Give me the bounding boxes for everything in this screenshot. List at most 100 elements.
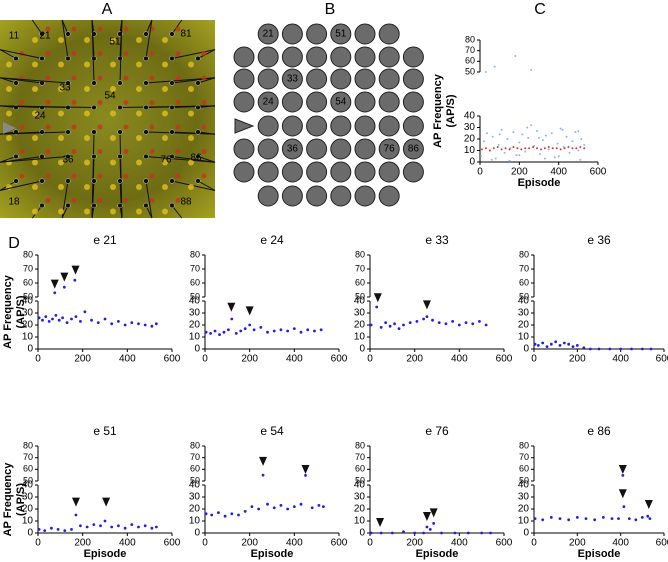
electrode xyxy=(169,153,175,160)
cell xyxy=(84,110,90,117)
electrode xyxy=(169,178,175,184)
electrode xyxy=(257,185,279,207)
electrode xyxy=(143,80,149,86)
data-point xyxy=(209,332,212,335)
data-point xyxy=(210,513,214,517)
electrode xyxy=(354,23,376,45)
data-point xyxy=(630,347,633,351)
cell xyxy=(45,26,51,32)
y-tick-upper-label: 50 xyxy=(519,291,529,301)
data-point xyxy=(646,514,650,518)
y-axis-label: AP Frequency xyxy=(2,274,14,349)
electrode xyxy=(91,202,97,209)
cell xyxy=(19,100,25,105)
cell xyxy=(71,51,77,56)
data-point xyxy=(70,317,73,321)
cell xyxy=(71,124,77,130)
y-tick-label: 40 xyxy=(22,480,34,491)
y-axis-label: AP Frequency xyxy=(432,73,444,148)
electrode xyxy=(117,178,123,184)
electrode xyxy=(378,161,400,183)
data-point xyxy=(480,531,484,535)
electrode xyxy=(39,202,45,209)
cell xyxy=(84,135,90,141)
electrode-label: 33 xyxy=(59,83,71,94)
data-point xyxy=(74,315,78,318)
electrode-label: 21 xyxy=(263,29,275,40)
x-tick-label: 0 xyxy=(531,538,537,549)
cell xyxy=(136,86,142,92)
electrode-label: 54 xyxy=(335,97,347,108)
y-tick-upper-label: 60 xyxy=(519,464,529,474)
electrode xyxy=(354,185,376,207)
cell xyxy=(201,149,207,154)
data-point xyxy=(321,505,325,508)
x-tick-label: 0 xyxy=(531,354,537,365)
data-point xyxy=(539,148,542,151)
y-tick-upper-label: 80 xyxy=(190,249,200,259)
data-point xyxy=(422,531,425,535)
data-point xyxy=(369,531,373,535)
cell xyxy=(97,26,103,32)
data-point xyxy=(577,129,580,132)
panel-label: C xyxy=(534,1,546,18)
cell xyxy=(136,110,142,117)
cell xyxy=(32,61,38,68)
electrode xyxy=(330,185,352,207)
data-point xyxy=(506,138,509,140)
cell xyxy=(97,100,103,105)
cell xyxy=(123,100,129,105)
electrode-label: 24 xyxy=(263,97,275,108)
data-point xyxy=(500,128,503,131)
data-point xyxy=(266,502,269,506)
cell xyxy=(45,173,51,179)
data-point xyxy=(583,143,586,146)
data-point xyxy=(553,156,556,159)
data-point xyxy=(521,133,524,136)
cell xyxy=(149,149,155,154)
electrode xyxy=(13,55,19,62)
y-tick-label: 30 xyxy=(189,492,201,503)
y-tick-upper-label: 60 xyxy=(355,464,365,474)
electrode-grid: 21 51 33 24 54 36 76 86 xyxy=(233,23,424,207)
y-tick-upper-label: 50 xyxy=(519,475,529,485)
y-tick-upper-label: 70 xyxy=(465,45,475,55)
electrode xyxy=(281,46,303,68)
data-point xyxy=(554,340,558,344)
trace xyxy=(171,49,216,59)
cell xyxy=(188,110,194,117)
reference-electrode xyxy=(234,118,255,134)
data-point xyxy=(204,330,208,334)
data-point xyxy=(545,345,549,348)
electrode xyxy=(306,68,328,90)
electrode xyxy=(257,161,279,183)
y-tick-upper-label: 50 xyxy=(355,291,365,301)
electrode xyxy=(39,31,45,37)
electrode xyxy=(65,55,71,62)
electrode xyxy=(233,68,255,90)
data-point xyxy=(99,524,102,528)
y-tick-upper-label: 50 xyxy=(465,66,475,76)
data-point xyxy=(83,310,87,314)
data-point xyxy=(51,317,54,321)
y-tick-upper-label: 80 xyxy=(23,249,33,259)
data-point xyxy=(557,155,560,158)
data-point xyxy=(504,147,507,150)
data-point xyxy=(571,147,574,150)
y-tick-upper-label: 80 xyxy=(23,440,33,450)
cell xyxy=(201,124,207,130)
y-tick-upper-label: 70 xyxy=(519,452,529,462)
data-point xyxy=(369,323,373,327)
data-point xyxy=(530,124,533,127)
data-point xyxy=(543,157,546,160)
data-point xyxy=(453,531,457,535)
data-point xyxy=(541,139,544,142)
electrode xyxy=(195,178,201,184)
y-tick-label: 30 xyxy=(354,492,366,503)
x-tick-label: 600 xyxy=(164,354,181,365)
electrode xyxy=(330,115,352,137)
y-tick-upper-label: 50 xyxy=(355,475,365,485)
electrode-label: 88 xyxy=(180,197,192,208)
data-point xyxy=(103,317,107,321)
trace xyxy=(0,156,69,163)
